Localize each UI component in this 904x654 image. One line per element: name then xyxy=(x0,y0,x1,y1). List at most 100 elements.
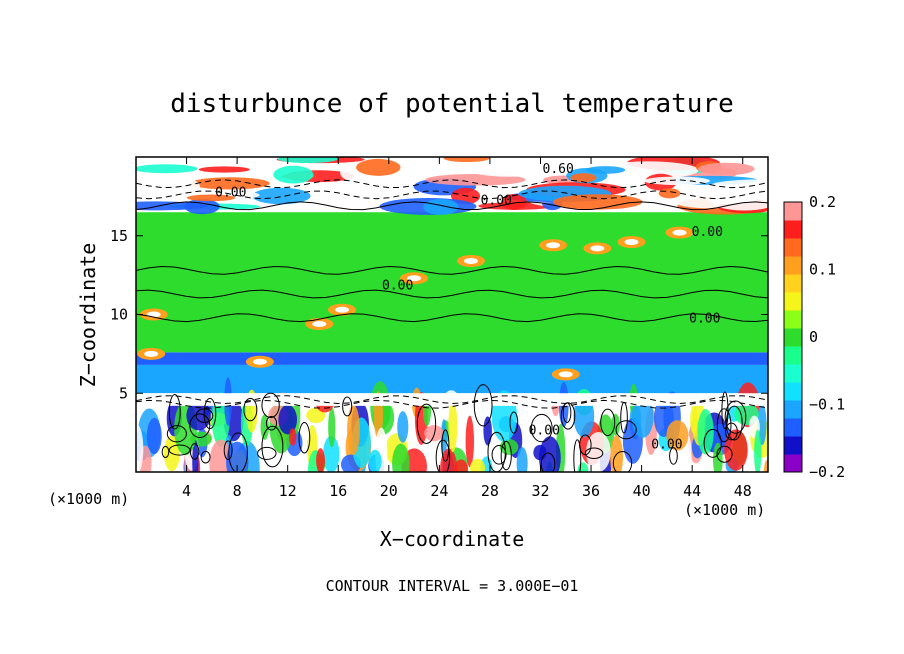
field-patch xyxy=(312,320,327,327)
field-patch xyxy=(289,428,297,446)
contour-line xyxy=(136,399,768,409)
contour-label: 0.00 xyxy=(481,194,512,209)
field-patch xyxy=(448,400,458,453)
contour-line xyxy=(136,265,768,275)
contour-line xyxy=(562,402,572,423)
field-patch xyxy=(424,425,444,442)
contour-line xyxy=(579,434,592,456)
field-patch xyxy=(763,459,768,472)
field-patch xyxy=(552,194,643,210)
colorbar-swatch xyxy=(784,418,802,437)
contour-line xyxy=(136,395,768,405)
x-tick-label: 28 xyxy=(481,482,499,500)
field-patch xyxy=(423,198,459,215)
x-tick-label: 36 xyxy=(582,482,600,500)
contour-line xyxy=(136,179,768,189)
field-patch xyxy=(466,160,551,177)
contour-line xyxy=(716,445,733,463)
field-patch xyxy=(469,458,486,472)
field-patch xyxy=(252,187,311,205)
field-patch xyxy=(672,229,687,236)
field-patch xyxy=(178,179,200,193)
contour-line xyxy=(189,443,200,460)
x-unit-right: (×1000 m) xyxy=(684,501,765,519)
contour-line xyxy=(540,452,556,472)
x-tick-label: 44 xyxy=(683,482,701,500)
colorbar-swatch xyxy=(784,238,802,257)
field-patch xyxy=(483,416,492,446)
field-patch xyxy=(184,198,220,215)
contour-line xyxy=(612,451,633,472)
contour-line xyxy=(724,400,747,434)
field-patch xyxy=(709,179,768,193)
field-patch xyxy=(252,358,267,365)
field-patch xyxy=(146,417,162,455)
field-patch xyxy=(136,164,198,174)
field-patch xyxy=(304,418,311,441)
field-patch xyxy=(335,306,350,313)
field-patch xyxy=(198,166,250,173)
contour-line xyxy=(441,429,450,462)
x-tick-label: 16 xyxy=(329,482,347,500)
field-patch xyxy=(516,446,528,472)
contour-line xyxy=(600,408,616,437)
contour-line xyxy=(200,450,211,464)
contour-line xyxy=(261,425,284,468)
field-patch xyxy=(190,177,270,190)
field-patch xyxy=(368,449,382,472)
contour-line xyxy=(615,420,637,440)
colorbar-swatch xyxy=(784,454,802,473)
field-patch xyxy=(273,165,314,184)
field-patch xyxy=(356,158,401,176)
x-tick-label: 48 xyxy=(734,482,752,500)
field-patch xyxy=(425,173,526,186)
colorbar-tick-label: 0.1 xyxy=(809,261,836,279)
contour-line xyxy=(168,393,181,430)
contour-label: 0.60 xyxy=(543,162,574,177)
contour-line xyxy=(724,422,738,441)
field-patch xyxy=(546,242,561,249)
contour-line xyxy=(136,289,768,299)
colorbar-swatch xyxy=(784,202,802,221)
x-tick-label: 24 xyxy=(430,482,448,500)
contour-line xyxy=(136,190,768,200)
contour-line xyxy=(435,439,451,472)
contour-line xyxy=(136,313,768,323)
contour-line xyxy=(416,403,437,445)
field-patch xyxy=(643,176,710,186)
field-patch xyxy=(440,448,458,472)
colorbar-tick-label: 0.2 xyxy=(809,193,836,211)
chart-title: disturbunce of potential temperature xyxy=(170,89,734,119)
contour-line xyxy=(298,422,311,454)
colorbar-swatch xyxy=(784,346,802,365)
colorbar-tick-label: −0.2 xyxy=(809,463,845,481)
field-patch xyxy=(754,429,762,472)
contour-line xyxy=(584,447,604,460)
field-patch xyxy=(316,448,325,472)
band-1 xyxy=(136,364,768,394)
contour-line xyxy=(257,446,277,460)
colorbar-tick-label: 0 xyxy=(809,328,818,346)
contour-label: 0.00 xyxy=(529,423,560,438)
field-patch xyxy=(724,429,748,471)
x-tick-label: 8 xyxy=(233,482,242,500)
contour-line xyxy=(166,425,187,443)
colorbar-swatch xyxy=(784,220,802,239)
colorbar: 0.2 0.1 0 −0.1 −0.2 xyxy=(783,193,845,481)
contour-line xyxy=(161,445,170,458)
field-patch xyxy=(697,409,714,455)
colorbar-swatch xyxy=(784,364,802,383)
field-patch xyxy=(407,275,422,282)
x-unit-left: (×1000 m) xyxy=(48,490,129,508)
colorbar-swatch xyxy=(784,436,802,455)
colorbar-swatch xyxy=(784,292,802,311)
colorbar-swatch xyxy=(784,328,802,347)
y-tick-label: 15 xyxy=(110,227,128,245)
contour-line xyxy=(620,402,628,434)
contour-line xyxy=(721,391,729,430)
contour-line xyxy=(491,444,507,465)
x-tick-label: 4 xyxy=(182,482,191,500)
band-3 xyxy=(136,212,768,353)
field-patch xyxy=(144,350,159,357)
colorbar-swatch xyxy=(784,274,802,293)
